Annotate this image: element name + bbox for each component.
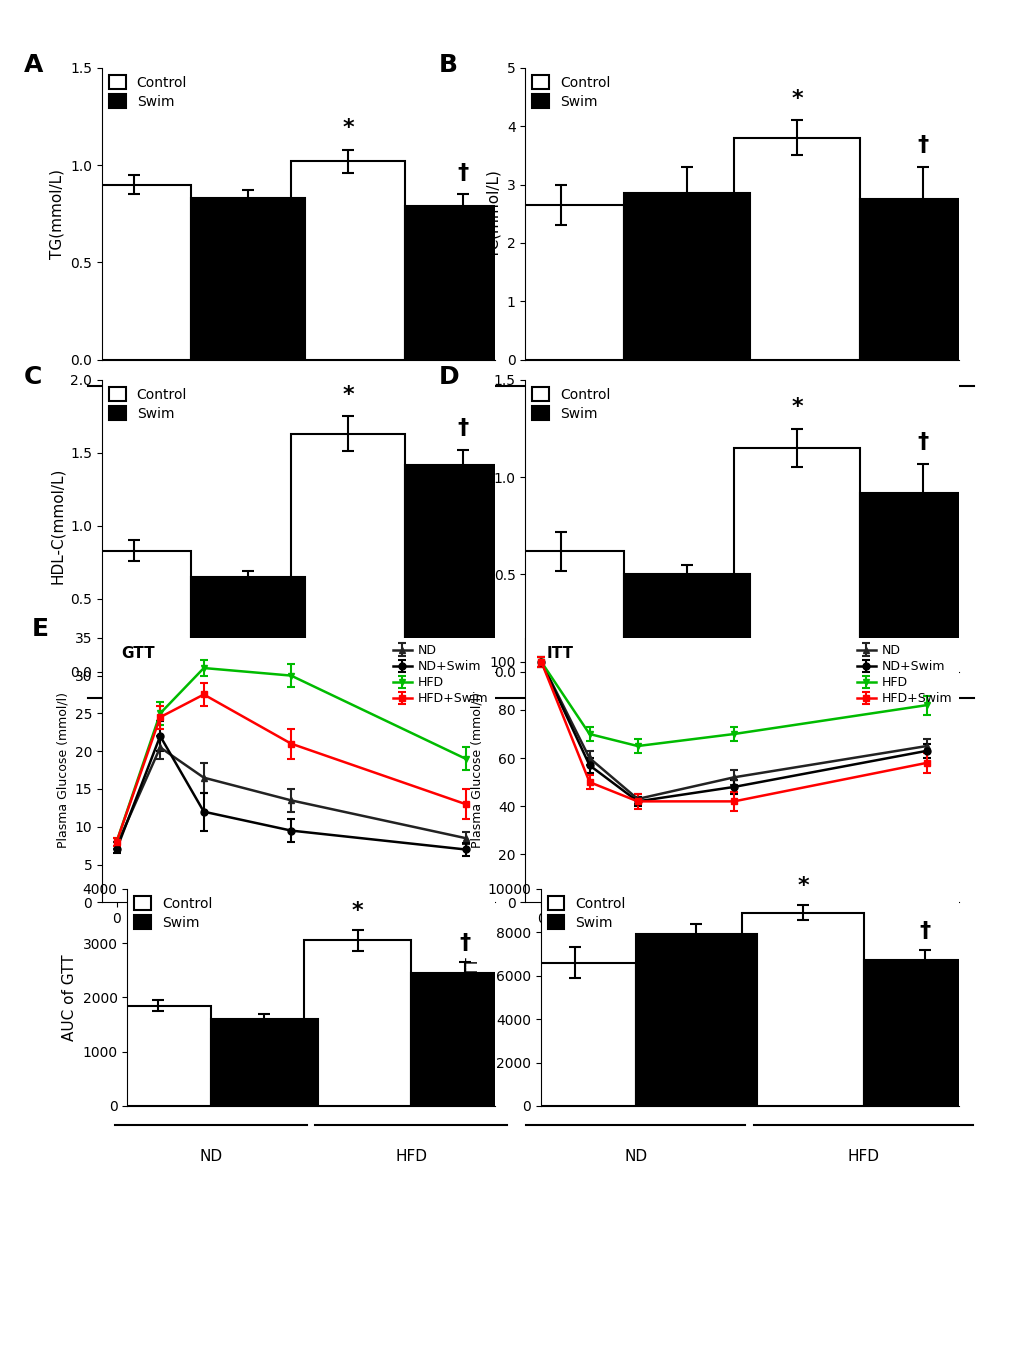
Text: †: † [917,136,928,156]
Bar [734,448,859,672]
Bar [291,434,406,672]
Bar [406,206,520,360]
Bar [192,198,306,360]
Text: F: F [447,616,464,641]
Bar [742,913,863,1106]
Text: HFD: HFD [844,730,875,745]
Legend: Control, Swim: Control, Swim [135,896,212,930]
Y-axis label: HDL-C(mmol/L): HDL-C(mmol/L) [50,468,64,584]
Text: *: * [342,385,354,404]
Bar [406,464,520,672]
Legend: Control, Swim: Control, Swim [532,75,609,109]
Bar [291,161,406,360]
Bar [859,199,985,360]
Text: †: † [918,921,929,940]
Bar [635,935,756,1106]
Text: D: D [438,365,459,389]
Text: HFD: HFD [394,1149,427,1164]
Text: *: * [352,901,364,921]
Y-axis label: AUC of ITT: AUC of ITT [466,958,481,1037]
Y-axis label: TG(mmol/L): TG(mmol/L) [50,168,64,259]
Bar [104,1006,211,1106]
Text: †: † [457,418,468,438]
Text: E: E [32,616,48,641]
Y-axis label: Plasma Glucose (mmol/l): Plasma Glucose (mmol/l) [470,692,483,848]
Text: ND: ND [199,1149,222,1164]
Text: ITT: ITT [546,646,574,661]
Bar [514,962,635,1106]
Text: ND: ND [179,730,203,745]
Text: *: * [342,118,354,138]
Legend: ND, ND+Swim, HFD, HFD+Swim: ND, ND+Swim, HFD, HFD+Swim [856,645,952,706]
Text: HFD: HFD [389,730,421,745]
Text: *: * [791,88,802,109]
Text: *: * [791,396,802,417]
Text: HFD: HFD [844,418,875,433]
Y-axis label: LDL-C(mmol/L): LDL-C(mmol/L) [473,470,487,582]
Text: C: C [23,365,42,389]
Legend: Control, Swim: Control, Swim [547,896,625,930]
Legend: ND, ND+Swim, HFD, HFD+Swim: ND, ND+Swim, HFD, HFD+Swim [392,645,488,706]
Text: ND: ND [179,418,203,433]
Y-axis label: TC(mmol/L): TC(mmol/L) [486,170,500,258]
Bar [863,961,984,1106]
Bar [211,1019,318,1106]
Text: †: † [457,163,468,183]
Bar [77,551,192,672]
X-axis label: Time(minutes): Time(minutes) [243,932,354,947]
Bar [624,193,749,360]
Text: B: B [438,53,458,77]
Bar [304,940,411,1106]
Bar [497,205,624,360]
Legend: Control, Swim: Control, Swim [109,75,186,109]
Text: HFD: HFD [389,418,421,433]
Text: *: * [796,877,808,897]
Text: HFD: HFD [847,1149,879,1164]
Text: A: A [23,53,43,77]
Bar [77,185,192,360]
X-axis label: Time(minutes): Time(minutes) [686,932,797,947]
Bar [192,577,306,672]
Y-axis label: AUC of GTT: AUC of GTT [62,954,77,1041]
Bar [497,551,624,672]
Bar [734,138,859,360]
Legend: Control, Swim: Control, Swim [532,387,609,421]
Text: †: † [459,934,470,954]
Text: ND: ND [611,730,635,745]
Y-axis label: Plasma Glucose (mmol/l): Plasma Glucose (mmol/l) [56,692,69,848]
Text: ND: ND [624,1149,647,1164]
Bar [624,574,749,672]
Bar [859,493,985,672]
Legend: Control, Swim: Control, Swim [109,387,186,421]
Text: GTT: GTT [121,646,155,661]
Text: †: † [917,432,928,452]
Text: ND: ND [611,418,635,433]
Bar [411,973,518,1106]
